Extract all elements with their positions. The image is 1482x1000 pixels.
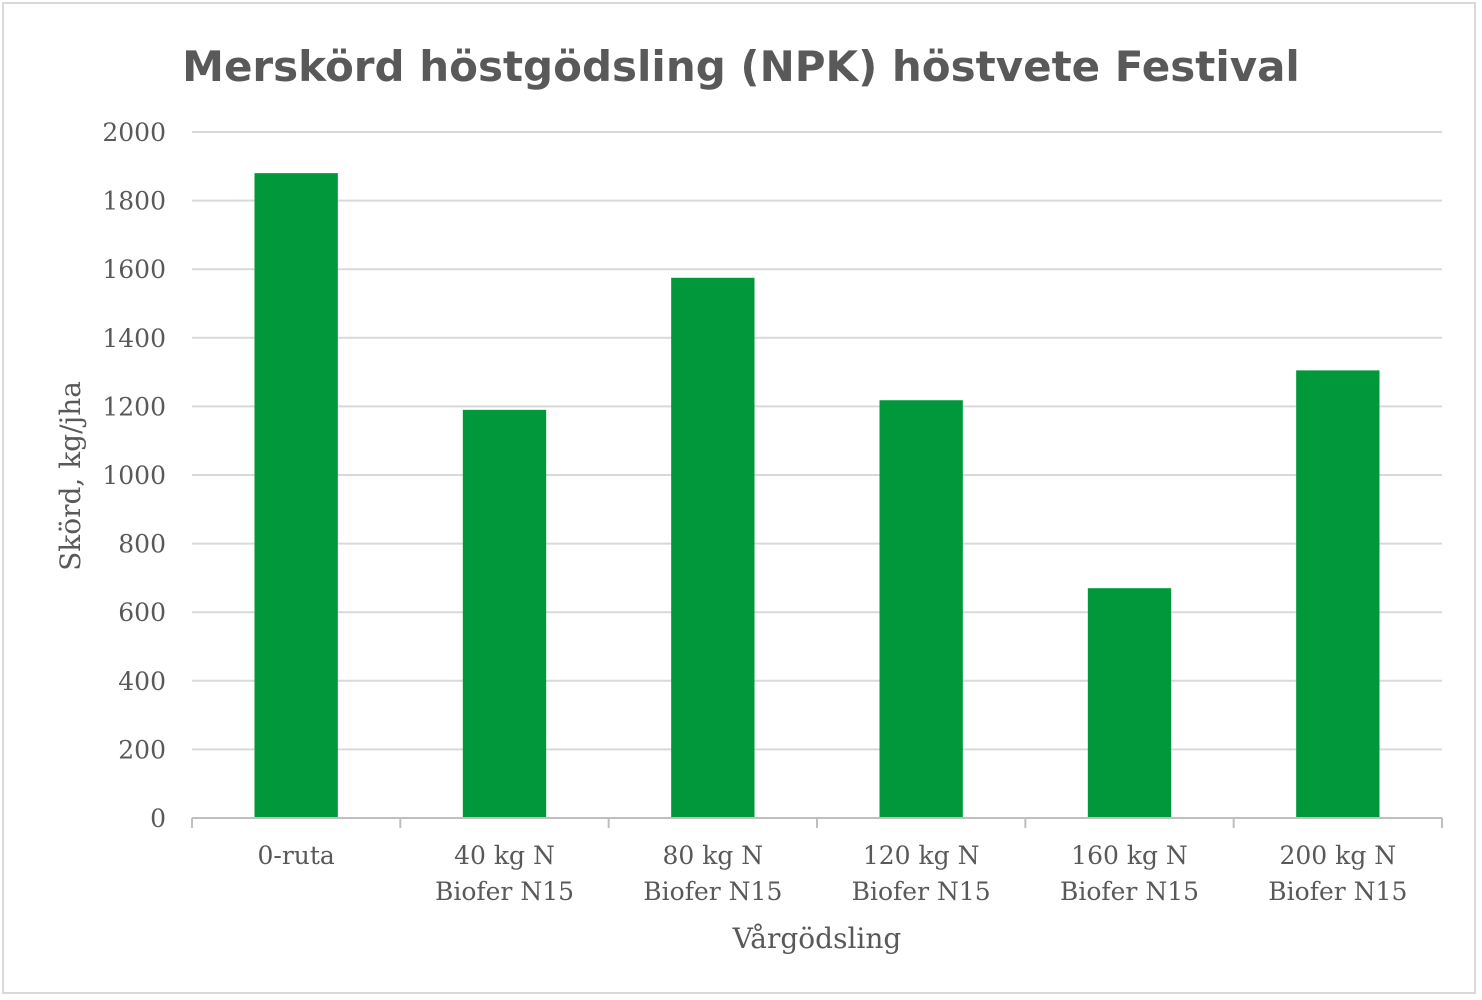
bar <box>879 400 963 818</box>
bars <box>254 173 1380 818</box>
x-tick-label-line: Biofer N15 <box>1268 877 1407 906</box>
x-tick-label: 200 kg N Biofer N15 <box>1268 841 1407 906</box>
bar <box>462 409 547 818</box>
y-tick-label: 200 <box>118 735 166 764</box>
y-tick-label: 800 <box>118 530 166 559</box>
bar <box>1296 370 1380 818</box>
y-tick-label: 600 <box>118 598 166 627</box>
x-tick-label-line: 40 kg N <box>454 841 555 870</box>
x-axis-title: Vårgödsling <box>732 922 902 955</box>
bar <box>1087 588 1172 818</box>
x-axis-ticks: 0-ruta 40 kg N Biofer N15 80 kg N Biofer N15… <box>257 841 1407 906</box>
chart-title: Merskörd höstgödsling (NPK) höstvete Fes… <box>182 42 1300 91</box>
x-tick-label: 160 kg N Biofer N15 <box>1060 841 1199 906</box>
y-tick-label: 400 <box>118 667 166 696</box>
y-axis-ticks: 0 200 400 600 800 1000 1200 1400 1600 1800 2000 <box>102 118 166 833</box>
x-axis <box>191 817 1443 828</box>
y-tick-label: 1400 <box>102 324 166 353</box>
bar <box>254 173 338 818</box>
x-tick-label: 40 kg N Biofer N15 <box>435 841 574 906</box>
x-tick-label-line: Biofer N15 <box>852 877 991 906</box>
x-tick-label-line: 120 kg N <box>863 841 980 870</box>
y-axis-title: Skörd, kg/jha <box>54 381 87 571</box>
x-tick-label: 80 kg N Biofer N15 <box>643 841 782 906</box>
x-tick-label: 120 kg N Biofer N15 <box>852 841 991 906</box>
y-tick-label: 2000 <box>102 118 166 147</box>
x-tick-label-line: 160 kg N <box>1071 841 1188 870</box>
gridlines <box>192 131 1442 751</box>
x-tick-label-line: Biofer N15 <box>1060 877 1199 906</box>
x-tick-label-line: Biofer N15 <box>435 877 574 906</box>
x-tick-label: 0-ruta <box>257 841 334 870</box>
bar <box>671 277 755 818</box>
x-tick-label-line: 200 kg N <box>1280 841 1397 870</box>
x-tick-label-line: 0-ruta <box>257 841 334 870</box>
y-tick-label: 1800 <box>102 187 166 216</box>
x-tick-label-line: 80 kg N <box>662 841 763 870</box>
bar-chart: Merskörd höstgödsling (NPK) höstvete Fes… <box>54 42 1443 955</box>
x-tick-label-line: Biofer N15 <box>643 877 782 906</box>
y-tick-label: 0 <box>150 804 166 833</box>
y-tick-label: 1000 <box>102 461 166 490</box>
y-tick-label: 1600 <box>102 255 166 284</box>
y-tick-label: 1200 <box>102 392 166 421</box>
